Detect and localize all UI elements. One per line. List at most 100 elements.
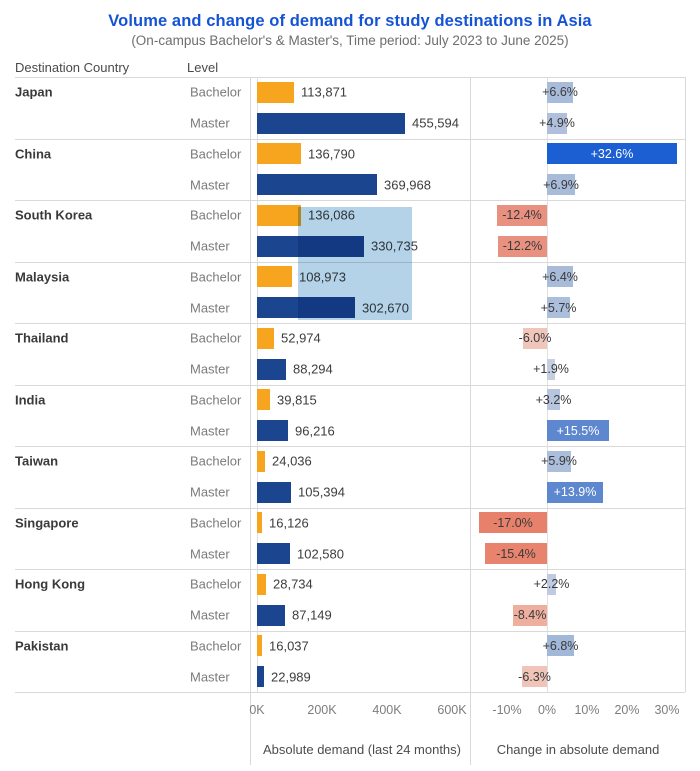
volume-value-label: 16,126 [269,515,309,531]
level-label: Bachelor [190,576,242,592]
volume-bar[interactable] [257,174,377,196]
level-label: Master [190,484,230,500]
change-bar[interactable] [547,174,575,196]
change-bar[interactable] [547,112,567,134]
row-group-separator [15,630,685,632]
country-label: China [15,146,52,162]
axis-tick-label: 600K [437,703,467,717]
volume-bar[interactable] [257,358,286,380]
change-bar[interactable] [485,543,547,565]
change-value-label: -8.4% [513,608,547,623]
row-group-separator [15,323,685,324]
change-bar[interactable] [547,573,556,595]
change-value-label: +6.9% [543,177,579,192]
volume-axis-title: Absolute demand (last 24 months) [263,742,461,757]
volume-value-label: 105,394 [298,484,345,500]
change-bar[interactable] [547,450,571,472]
country-label: Pakistan [15,638,69,654]
volume-value-label: 87,149 [292,607,332,623]
change-value-label: -6.0% [518,331,552,346]
row-group-separator [15,138,685,140]
volume-bar[interactable] [257,266,292,288]
volume-bar[interactable] [257,420,288,442]
level-label: Master [190,669,230,685]
volume-value-label: 369,968 [384,177,431,193]
axis-tick-label: 0K [249,703,265,717]
row-group-separator [15,446,685,447]
change-value-label: +6.4% [542,269,578,284]
volume-value-label: 52,974 [281,330,321,346]
volume-bar[interactable] [257,389,270,411]
change-bar[interactable] [547,481,603,503]
volume-bar[interactable] [257,112,405,134]
country-label: Malaysia [15,269,70,285]
volume-bar[interactable] [257,327,274,349]
volume-bar[interactable] [257,81,294,103]
volume-value-label: 102,580 [297,546,344,562]
volume-bar[interactable] [257,604,285,626]
column-header-level: Level [187,60,219,75]
volume-bar[interactable] [257,543,290,565]
level-label: Bachelor [190,330,242,346]
volume-value-label: 16,037 [269,638,309,654]
volume-value-label: 24,036 [272,453,312,469]
volume-bar[interactable] [257,512,262,534]
level-label: Bachelor [190,515,242,531]
volume-bar[interactable] [257,481,291,503]
change-bar[interactable] [498,235,547,257]
volume-bar[interactable] [257,573,266,595]
volume-bar[interactable] [257,450,265,472]
volume-value-label: 113,871 [301,84,348,100]
change-bar[interactable] [547,420,609,442]
level-label: Master [190,607,230,623]
panel-divider-line [470,77,471,765]
volume-bar[interactable] [257,143,301,165]
column-header-destination-country: Destination Country [15,60,130,75]
country-label: Japan [15,84,53,100]
axis-tick-label: 200K [307,703,337,717]
volume-bar[interactable] [257,666,264,688]
change-bar[interactable] [547,358,555,380]
change-bar[interactable] [497,204,547,226]
change-value-label: +2.2% [533,577,570,592]
change-bar[interactable] [479,512,547,534]
selection-highlight[interactable] [298,207,412,320]
change-value-label: -12.2% [502,239,543,254]
level-label: Bachelor [190,84,242,100]
level-label: Bachelor [190,638,242,654]
change-bar[interactable] [547,297,570,319]
level-label: Bachelor [190,453,242,469]
level-label: Bachelor [190,146,242,162]
change-bar[interactable] [522,666,547,688]
volume-value-label: 96,216 [295,423,335,439]
change-value-label: -15.4% [496,546,536,561]
row-group-separator [15,77,685,78]
table-bottom-border [15,692,685,693]
change-value-label: +1.9% [533,362,569,377]
level-label: Bachelor [190,207,242,223]
level-label: Master [190,177,230,193]
country-label: Singapore [15,515,79,531]
volume-bar[interactable] [257,635,262,657]
change-bar[interactable] [547,143,677,165]
change-bar[interactable] [547,81,573,103]
change-bar[interactable] [547,266,573,288]
volume-value-label: 39,815 [277,392,317,408]
change-bar[interactable] [547,635,574,657]
change-bar[interactable] [523,327,547,349]
change-value-label: +5.7% [540,300,577,315]
level-label: Bachelor [190,392,242,408]
level-label: Master [190,423,230,439]
change-value-label: +15.5% [556,423,600,438]
row-group-separator [15,569,685,570]
change-bar[interactable] [547,389,560,411]
row-group-separator [15,507,685,509]
row-group-separator [15,200,685,201]
table-right-border [685,77,686,692]
row-group-separator [15,384,685,386]
change-value-label: +6.8% [542,638,579,653]
change-axis-title: Change in absolute demand [496,742,660,757]
volume-bar[interactable] [257,204,301,226]
change-bar[interactable] [513,604,547,626]
